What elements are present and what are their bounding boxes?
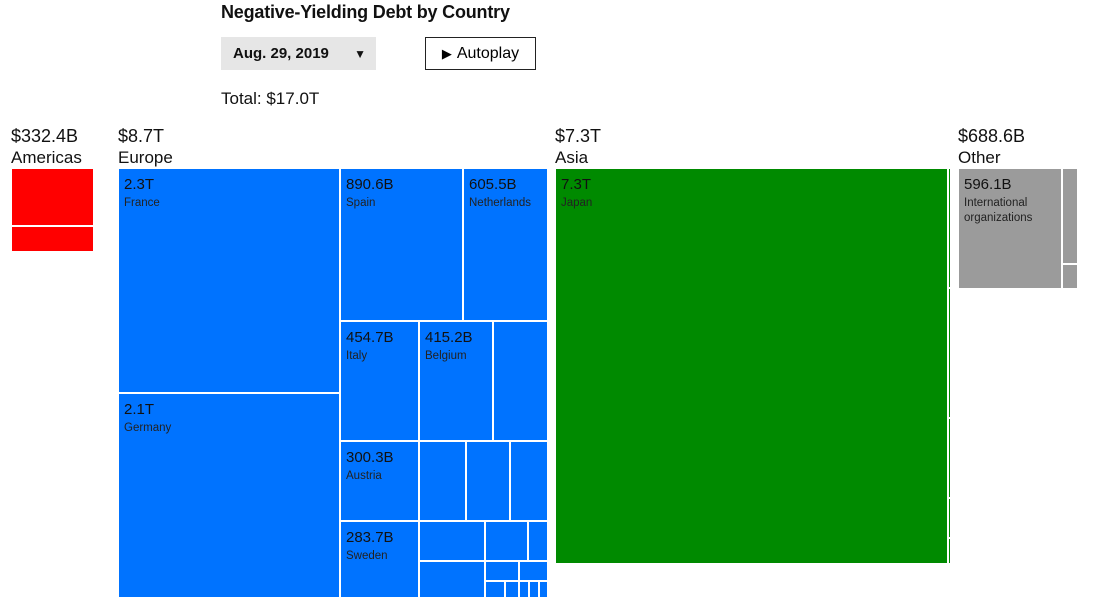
group-name: Americas xyxy=(11,148,82,167)
cell-value: 300.3B xyxy=(346,449,394,466)
cell-label: International organizations xyxy=(964,197,1033,224)
cell-label: Spain xyxy=(346,197,376,209)
treemap-cell-minor[interactable] xyxy=(485,581,505,598)
cell-value: 454.7B xyxy=(346,329,394,346)
treemap-cell-minor[interactable] xyxy=(510,441,548,521)
group-label-other: $688.6B Other xyxy=(958,126,1025,169)
cell-value: 283.7B xyxy=(346,529,394,546)
treemap-cell-minor[interactable] xyxy=(11,168,94,226)
treemap-cell-minor[interactable] xyxy=(948,168,951,288)
group-name: Europe xyxy=(118,148,173,167)
cell-value: 2.3T xyxy=(124,176,155,193)
treemap-cell-minor[interactable] xyxy=(419,561,485,598)
treemap-cell-minor[interactable] xyxy=(948,418,951,498)
autoplay-label: Autoplay xyxy=(456,44,520,62)
cell-label: Belgium xyxy=(425,350,467,362)
treemap-cell-minor[interactable] xyxy=(485,561,519,581)
treemap-cell-germany[interactable]: 2.1T Germany xyxy=(118,393,340,598)
treemap-cell-minor[interactable] xyxy=(539,581,548,598)
play-icon: ▶ xyxy=(441,45,452,61)
treemap-cell-minor[interactable] xyxy=(1062,264,1078,289)
group-label-europe: $8.7T Europe xyxy=(118,126,173,169)
chevron-down-icon: ▼ xyxy=(354,46,366,61)
group-total: $8.7T xyxy=(118,126,165,146)
treemap-cell-minor[interactable] xyxy=(529,581,539,598)
cell-value: 596.1B xyxy=(964,176,1012,193)
treemap-cell-minor[interactable] xyxy=(485,521,528,561)
treemap-cell-minor[interactable] xyxy=(948,288,951,418)
treemap-cell-italy[interactable]: 454.7B Italy xyxy=(340,321,419,441)
treemap-cell-sweden[interactable]: 283.7B Sweden xyxy=(340,521,419,598)
group-total: $332.4B xyxy=(11,126,79,146)
total-label: Total: $17.0T xyxy=(221,89,320,108)
cell-label: Germany xyxy=(124,422,172,434)
treemap-cell-minor[interactable] xyxy=(519,561,548,581)
cell-value: 2.1T xyxy=(124,401,155,418)
treemap-cell-minor[interactable] xyxy=(528,521,548,561)
treemap-cell-minor[interactable] xyxy=(11,226,94,252)
treemap-cell-minor[interactable] xyxy=(505,581,519,598)
group-label-americas: $332.4B Americas xyxy=(11,126,82,169)
treemap-cell-belgium[interactable]: 415.2B Belgium xyxy=(419,321,493,441)
autoplay-button[interactable]: ▶ Autoplay xyxy=(425,37,536,70)
treemap-cell-minor[interactable] xyxy=(1062,168,1078,264)
treemap-cell-netherlands[interactable]: 605.5B Netherlands xyxy=(463,168,548,321)
treemap-cell-minor[interactable] xyxy=(948,498,951,538)
cell-label: Japan xyxy=(561,197,593,209)
cell-value: 415.2B xyxy=(425,329,473,346)
date-select-value: Aug. 29, 2019 xyxy=(233,45,329,62)
cell-value: 605.5B xyxy=(469,176,517,193)
treemap-cell-france[interactable]: 2.3T France xyxy=(118,168,340,393)
cell-label: Netherlands xyxy=(469,197,532,209)
cell-label: Austria xyxy=(346,470,382,482)
group-total: $688.6B xyxy=(958,126,1026,146)
group-name: Asia xyxy=(555,148,589,167)
group-name: Other xyxy=(958,148,1001,167)
group-total: $7.3T xyxy=(555,126,602,146)
treemap-cell-international-organizations[interactable]: 596.1B International organizations xyxy=(958,168,1062,289)
cell-label: Sweden xyxy=(346,550,388,562)
cell-value: 7.3T xyxy=(561,176,592,193)
date-select[interactable]: Aug. 29, 2019 ▼ xyxy=(221,37,376,70)
cell-value: 890.6B xyxy=(346,176,394,193)
treemap-cell-minor[interactable] xyxy=(493,321,548,441)
chart-title: Negative-Yielding Debt by Country xyxy=(221,2,510,22)
treemap-cell-minor[interactable] xyxy=(419,441,466,521)
group-label-asia: $7.3T Asia xyxy=(555,126,601,169)
cell-label: France xyxy=(124,197,160,209)
treemap-cell-minor[interactable] xyxy=(419,521,485,561)
treemap-cell-austria[interactable]: 300.3B Austria xyxy=(340,441,419,521)
treemap-cell-minor[interactable] xyxy=(466,441,510,521)
cell-label: Italy xyxy=(346,350,368,362)
treemap-cell-japan[interactable]: 7.3T Japan xyxy=(555,168,948,564)
treemap-cell-minor[interactable] xyxy=(948,538,951,564)
treemap-cell-spain[interactable]: 890.6B Spain xyxy=(340,168,463,321)
treemap-cell-minor[interactable] xyxy=(519,581,529,598)
